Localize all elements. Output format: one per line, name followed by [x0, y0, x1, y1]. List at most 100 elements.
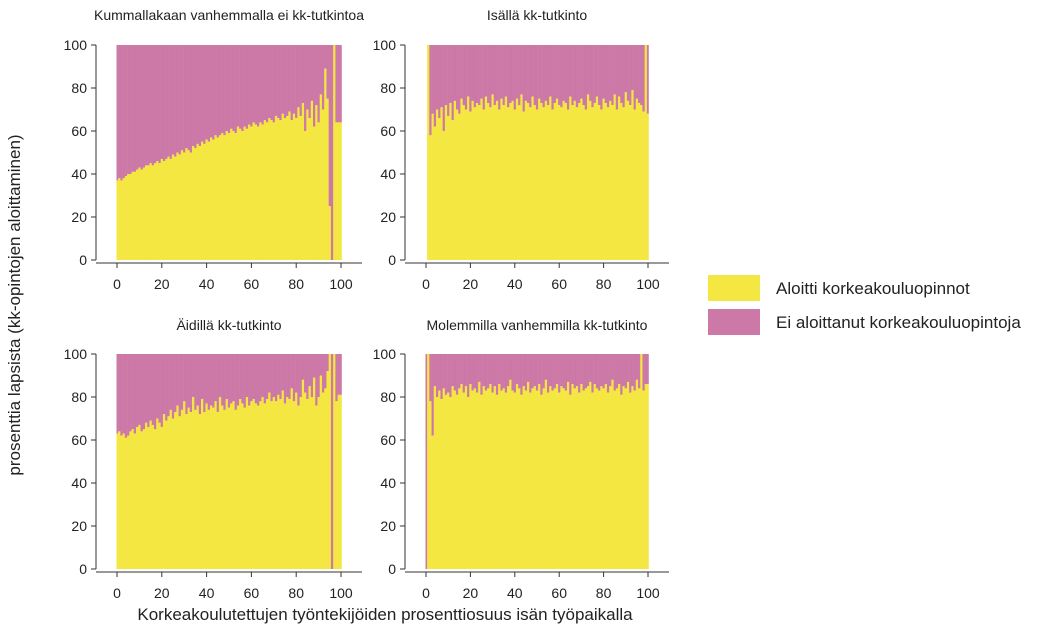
bar-started	[593, 103, 597, 260]
bar-started	[232, 131, 235, 260]
bar-not-started	[462, 354, 466, 393]
bar-not-started	[575, 45, 579, 108]
bar-started	[321, 392, 325, 569]
bar-started	[611, 379, 614, 569]
bar-not-started	[145, 354, 148, 423]
bar-started	[433, 126, 437, 260]
bar-started	[268, 118, 271, 260]
bar-started	[540, 103, 543, 260]
bar-not-started	[158, 354, 161, 423]
bar-started	[243, 407, 247, 569]
bar-not-started	[176, 45, 179, 153]
bar-not-started	[467, 45, 470, 97]
bar-started	[306, 399, 309, 569]
bar-not-started	[339, 354, 342, 395]
bar-not-started	[433, 354, 437, 387]
bar-not-started	[520, 45, 523, 95]
bar-started	[589, 100, 592, 261]
bar-started	[136, 427, 139, 569]
bar-not-started	[221, 45, 224, 134]
bar-not-started	[560, 354, 563, 387]
bar-started	[230, 128, 233, 260]
bar-started	[198, 414, 202, 569]
bar-not-started	[140, 45, 144, 170]
bar-not-started	[562, 354, 566, 389]
bar-started	[288, 111, 291, 261]
bar-not-started	[531, 354, 534, 389]
bar-started	[189, 152, 193, 260]
bar-started	[162, 414, 166, 569]
bar-started	[335, 122, 338, 261]
bar-not-started	[203, 354, 206, 413]
bar-not-started	[129, 45, 132, 174]
bar-started	[566, 109, 570, 260]
bar-started	[301, 379, 305, 569]
bar-started	[453, 390, 457, 569]
bar-started	[518, 388, 521, 569]
bar-not-started	[268, 45, 271, 119]
bar-started	[254, 403, 258, 569]
bar-not-started	[638, 354, 641, 389]
bar-started	[555, 98, 559, 260]
bar-started	[513, 392, 517, 569]
bar-not-started	[297, 45, 300, 108]
bar-started	[475, 392, 479, 569]
bar-not-started	[491, 354, 495, 393]
bar-started	[578, 103, 581, 260]
bar-not-started	[265, 45, 269, 123]
bar-not-started	[230, 354, 233, 404]
bar-not-started	[232, 354, 235, 402]
bar-not-started	[520, 354, 523, 395]
bar-started	[151, 165, 155, 260]
bar-started	[631, 386, 634, 569]
bar-started	[560, 386, 563, 569]
bar-started	[460, 384, 463, 569]
bar-started	[520, 394, 523, 569]
bar-started	[201, 141, 204, 260]
bar-not-started	[308, 45, 312, 119]
bar-started	[489, 107, 492, 260]
bar-not-started	[635, 354, 639, 380]
bar-not-started	[502, 45, 506, 106]
bar-started	[515, 384, 519, 569]
bar-not-started	[124, 45, 128, 177]
bar-started	[212, 407, 215, 569]
bar-not-started	[198, 354, 202, 415]
bar-not-started	[250, 354, 253, 402]
y-tick-label: 0	[388, 252, 396, 268]
bar-started	[629, 105, 632, 260]
bar-started	[145, 165, 148, 260]
bar-started	[308, 386, 312, 569]
bar-started	[484, 390, 488, 569]
y-tick-label: 100	[373, 346, 397, 362]
bar-not-started	[558, 45, 561, 106]
bar-started	[171, 418, 175, 569]
bar-started	[558, 392, 561, 569]
bar-started	[427, 354, 430, 569]
bar-started	[482, 109, 486, 260]
bar-started	[176, 405, 179, 569]
bar-started	[158, 163, 161, 260]
bar-not-started	[254, 354, 258, 404]
x-tick-label: 0	[113, 585, 121, 601]
bar-started	[529, 392, 532, 569]
bar-not-started	[509, 45, 512, 104]
bar-not-started	[286, 45, 289, 116]
bar-not-started	[277, 354, 280, 395]
bar-started	[315, 405, 318, 569]
bar-not-started	[495, 354, 499, 395]
bar-not-started	[201, 354, 204, 400]
bar-not-started	[504, 354, 508, 393]
bar-not-started	[578, 45, 581, 104]
bar-not-started	[270, 354, 273, 402]
bar-started	[487, 388, 490, 569]
bar-not-started	[180, 45, 184, 151]
bar-not-started	[201, 45, 204, 142]
bar-not-started	[584, 45, 588, 110]
y-tick-label: 40	[71, 166, 87, 182]
bar-not-started	[268, 354, 271, 393]
bar-not-started	[571, 354, 574, 385]
bar-not-started	[626, 354, 630, 382]
bar-not-started	[571, 45, 574, 106]
